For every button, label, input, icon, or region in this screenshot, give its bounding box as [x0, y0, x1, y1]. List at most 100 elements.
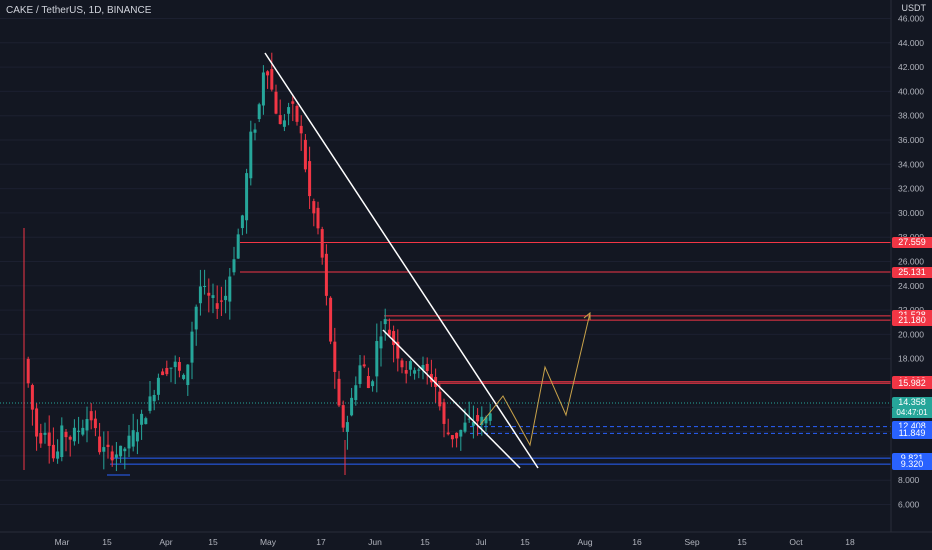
candle-body: [224, 295, 228, 301]
candle-body: [177, 361, 181, 371]
candle-body: [249, 131, 253, 179]
candle-body: [240, 215, 244, 229]
candle-body: [148, 396, 152, 411]
candle-body: [333, 341, 337, 372]
candle-body: [102, 447, 106, 452]
y-tick-label: 44.000: [898, 38, 924, 48]
candle-body: [219, 300, 223, 302]
candle-body: [459, 429, 463, 437]
candle-body: [329, 297, 333, 342]
candle-body: [282, 120, 286, 127]
candle-body: [316, 207, 320, 229]
candle-body: [379, 336, 383, 349]
horizontal-levels: [0, 242, 891, 465]
candle-body: [64, 431, 68, 438]
candlestick-series: [23, 52, 492, 475]
candle-body: [375, 341, 379, 377]
currency-button[interactable]: USDT: [902, 3, 927, 13]
x-tick-label: 15: [208, 537, 218, 547]
candle-body: [43, 432, 47, 435]
candle-body: [140, 413, 144, 425]
candle-body: [438, 391, 442, 407]
price-label: 12.408: [892, 421, 932, 433]
y-tick-label: 40.000: [898, 86, 924, 96]
candle-body: [169, 367, 173, 369]
y-tick-label: 26.000: [898, 257, 924, 267]
candle-body: [261, 72, 265, 106]
y-tick-label: 22.000: [898, 305, 924, 315]
x-tick-label: 16: [632, 537, 642, 547]
candle-body: [207, 292, 211, 296]
price-label: 25.131: [892, 266, 932, 278]
candle-body: [383, 319, 387, 325]
candle-body: [51, 444, 55, 459]
candle-body: [77, 430, 81, 432]
candle-body: [156, 377, 160, 395]
candle-body: [270, 69, 274, 90]
candle-body: [287, 107, 291, 114]
candle-body: [30, 385, 34, 410]
candle-body: [245, 173, 249, 221]
y-tick-label: 20.000: [898, 329, 924, 339]
candle-body: [26, 358, 30, 384]
candle-body: [93, 418, 97, 429]
price-label: 14.358: [892, 397, 932, 409]
projection-arrow: [583, 311, 591, 320]
y-tick-label: 42.000: [898, 62, 924, 72]
candle-body: [152, 394, 156, 402]
y-tick-label: 34.000: [898, 159, 924, 169]
candle-body: [72, 427, 76, 442]
candle-body: [165, 367, 169, 375]
candle-body: [123, 448, 127, 452]
y-tick-label: 30.000: [898, 208, 924, 218]
candle-body: [60, 425, 64, 458]
y-tick-label: 6.000: [898, 500, 920, 510]
y-tick-label: 38.000: [898, 111, 924, 121]
x-tick-label: Mar: [55, 537, 70, 547]
candle-body: [232, 259, 236, 273]
candle-body: [110, 451, 114, 461]
y-tick-label: 36.000: [898, 135, 924, 145]
candle-body: [85, 419, 89, 431]
candle-body: [371, 381, 375, 387]
candle-body: [408, 361, 412, 370]
candle-body: [236, 234, 240, 259]
x-tick-label: Jul: [476, 537, 487, 547]
candle-body: [484, 417, 488, 424]
candle-body: [98, 436, 102, 453]
candle-body: [413, 370, 417, 374]
candle-body: [257, 104, 261, 120]
candle-body: [354, 385, 358, 401]
candle-body: [228, 276, 232, 302]
y-tick-label: 46.000: [898, 14, 924, 24]
candle-body: [345, 422, 349, 432]
candle-body: [446, 432, 450, 435]
trendline: [382, 329, 521, 469]
candle-body: [144, 418, 148, 425]
price-label: 15.982: [892, 377, 932, 389]
candle-body: [186, 364, 190, 386]
candle-body: [350, 397, 354, 416]
candle-body: [278, 115, 282, 125]
x-tick-label: Jun: [368, 537, 382, 547]
candle-body: [324, 253, 328, 296]
candle-body: [266, 71, 270, 76]
candle-body: [480, 416, 484, 425]
candle-body: [89, 411, 93, 421]
x-tick-label: 15: [520, 537, 530, 547]
trendline: [264, 52, 539, 469]
candle-body: [387, 329, 391, 336]
candle-body: [190, 331, 194, 363]
bar-countdown: 04:47:01: [892, 408, 932, 419]
x-tick-label: 15: [420, 537, 430, 547]
candle-body: [274, 91, 278, 114]
candle-body: [135, 432, 139, 442]
candle-body: [303, 139, 307, 170]
candle-body: [198, 286, 202, 304]
candle-body: [81, 427, 85, 435]
candle-body: [39, 432, 43, 444]
candle-body: [127, 435, 131, 449]
time-axis: Mar 15 Apr 15 May 17 Jun 15 Jul 15 Aug 16 Sep 15 Oct 18: [0, 531, 932, 547]
candle-body: [203, 285, 207, 288]
